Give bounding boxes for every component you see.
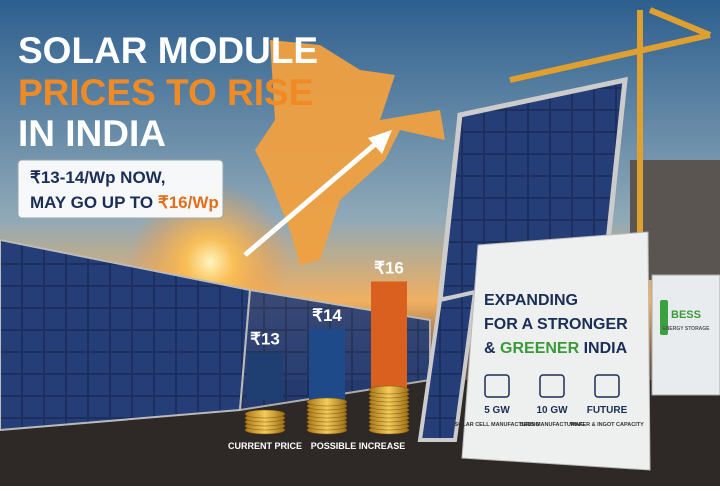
item-label: WAFER & INGOT CAPACITY — [570, 422, 644, 428]
headline: PRICES TO RISE — [18, 72, 313, 113]
price-text: ₹13-14/Wp NOW, — [30, 168, 166, 187]
coin — [244, 409, 286, 419]
bar — [371, 281, 407, 400]
item-value: 5 GW — [484, 405, 510, 416]
item-icon — [484, 374, 510, 398]
headline: IN INDIA — [18, 113, 166, 154]
panel-text: & GREENER INDIA — [484, 340, 628, 357]
container-subtitle: ENERGY STORAGE — [662, 326, 710, 332]
bar — [247, 352, 283, 400]
category-label: CURRENT PRICE — [228, 441, 302, 451]
bar-value-label: ₹13 — [250, 330, 280, 349]
headline: SOLAR MODULE — [18, 30, 318, 71]
panel-text: EXPANDING — [484, 292, 578, 309]
item-icon — [594, 374, 620, 398]
container-title: BESS — [671, 309, 701, 321]
panel-text: FOR A STRONGER — [484, 316, 628, 333]
item-value: 10 GW — [536, 405, 568, 416]
price-text: MAY GO UP TO ₹16/Wp — [30, 193, 219, 212]
bar — [309, 328, 345, 400]
category-label: POSSIBLE INCREASE — [311, 441, 406, 451]
item-label: SOLAR CELL MANUFACTURING — [454, 422, 539, 428]
bar-value-label: ₹14 — [312, 306, 342, 325]
item-value: FUTURE — [587, 405, 628, 416]
coin — [368, 385, 410, 395]
item-icon — [539, 374, 565, 398]
bar-value-label: ₹16 — [374, 258, 404, 277]
item-label: BESS MANUFACTURING — [519, 422, 584, 428]
coin — [306, 397, 348, 407]
panel-items: 5 GW SOLAR CELL MANUFACTURING 10 GW BESS MA… — [454, 374, 644, 428]
